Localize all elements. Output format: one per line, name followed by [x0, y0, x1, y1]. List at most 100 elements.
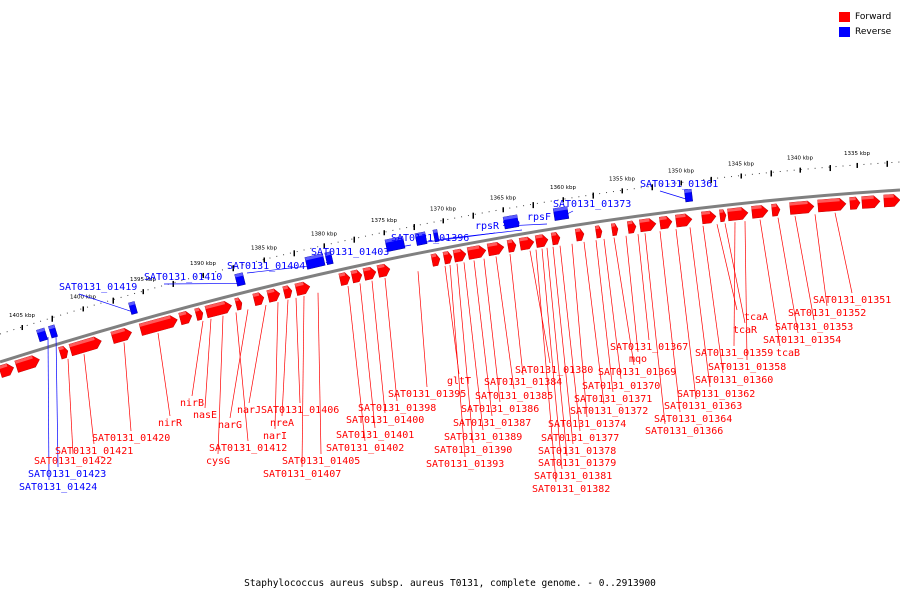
forward-gene-arrow [594, 225, 603, 239]
forward-gene-label: SAT0131_01420 [92, 433, 170, 444]
forward-gene-arrow [506, 239, 517, 253]
legend-reverse-label: Reverse [855, 26, 892, 37]
scale-minor-tick [886, 160, 888, 167]
scale-tick [621, 188, 623, 194]
forward-gene-arrow [252, 292, 265, 307]
scale-tick [502, 207, 504, 213]
scale-minor-tick [472, 212, 474, 219]
reverse-gene-label: SAT0131_01419 [59, 282, 137, 293]
forward-gene-label: SAT0131_01389 [444, 432, 522, 443]
reverse-gene-arrow [234, 272, 246, 287]
forward-gene-label: SAT0131_01352 [788, 308, 866, 319]
scale-tick-label: 1340 kbp [787, 156, 813, 162]
scale-tick-label: 1355 kbp [609, 176, 635, 182]
reverse-gene-arrow [432, 229, 440, 243]
forward-gene-label: SAT0131_01407 [263, 469, 341, 480]
forward-gene-label: SAT0131_01387 [453, 418, 531, 429]
scale-tick [263, 257, 265, 263]
forward-gene-label: SAT0131_01400 [346, 415, 424, 426]
forward-gene-label: SAT0131_01382 [532, 484, 610, 495]
forward-gene-arrow [626, 220, 637, 234]
forward-gene-label: SAT0131_01398 [358, 403, 436, 414]
forward-gene-arrow [350, 269, 363, 284]
forward-gene-arrow [204, 300, 232, 319]
scale-tick [562, 197, 564, 203]
forward-gene-label: SAT0131_01369 [598, 367, 676, 378]
forward-gene-arrow [68, 336, 102, 357]
forward-gene-label: tcaA [744, 312, 768, 323]
forward-gene-arrow [518, 236, 535, 251]
scale-minor-tick [353, 236, 355, 243]
scale-minor-tick [710, 176, 712, 183]
forward-gene-label: SAT0131_01378 [538, 446, 616, 457]
scale-minor-tick [112, 297, 114, 304]
scale-tick-label: 1375 kbp [371, 218, 397, 224]
forward-gene-label: SAT0131_01406 [261, 405, 339, 416]
forward-gene-label: SAT0131_01364 [654, 414, 732, 425]
reverse-swatch [839, 26, 850, 37]
forward-gene-arrow [727, 207, 749, 222]
scale-minor-tick [592, 192, 594, 199]
legend-reverse: Reverse [839, 24, 891, 39]
reverse-gene-label: rpsR [475, 221, 500, 232]
forward-gene-label: SAT0131_01360 [695, 375, 773, 386]
forward-gene-arrow [719, 209, 727, 223]
forward-gene-arrow [452, 248, 467, 263]
forward-gene-arrow [550, 232, 561, 246]
legend: Forward Reverse [839, 9, 891, 39]
reverse-gene-arrow [36, 327, 48, 343]
scale-tick-label: 1335 kbp [844, 151, 870, 157]
forward-gene-label: SAT0131_01371 [574, 394, 652, 405]
scale-minor-tick [293, 250, 295, 257]
scale-tick [856, 162, 858, 168]
scale-minor-tick [770, 170, 772, 177]
reverse-gene-label: SAT0131_01410 [144, 272, 222, 283]
reverse-gene-arrow [48, 324, 58, 339]
forward-gene-label: SAT0131_01422 [34, 456, 112, 467]
forward-gene-label: SAT0131_01358 [708, 362, 786, 373]
map-caption: Staphylococcus aureus subsp. aureus T013… [244, 578, 656, 589]
scale-tick [680, 180, 682, 186]
forward-gene-label: SAT0131_01353 [775, 322, 853, 333]
scale-minor-tick [51, 315, 53, 322]
reverse-gene-label: SAT0131_01361 [640, 179, 718, 190]
scale-tick-label: 1370 kbp [430, 206, 456, 212]
forward-gene-label: narG [218, 420, 242, 431]
scale-tick-label: 1345 kbp [728, 162, 754, 168]
forward-gene-label: SAT0131_01384 [484, 377, 562, 388]
forward-gene-arrow [751, 205, 769, 219]
forward-gene-arrow [442, 251, 453, 265]
forward-gene-label: SAT0131_01366 [645, 426, 723, 437]
scale-tick [740, 173, 742, 179]
forward-gene-arrow [883, 194, 900, 208]
forward-gene-arrow [574, 228, 585, 242]
scale-tick-label: 1360 kbp [550, 185, 576, 191]
reverse-gene-label: SAT0131_01403 [311, 247, 389, 258]
reverse-gene-arrow [384, 235, 406, 252]
forward-gene-arrow [58, 345, 69, 360]
forward-gene-label: SAT0131_01362 [677, 389, 755, 400]
gene-features [0, 188, 900, 378]
forward-gene-label: SAT0131_01359 [695, 348, 773, 359]
forward-gene-arrow [362, 266, 377, 281]
scale-tick [82, 306, 84, 312]
forward-swatch [839, 11, 850, 22]
scale-tick [142, 289, 144, 295]
forward-gene-arrow [266, 288, 281, 303]
forward-gene-arrow [178, 311, 193, 326]
reverse-gene-arrow [128, 301, 138, 315]
legend-forward-label: Forward [855, 11, 892, 22]
forward-gene-arrow [659, 216, 673, 230]
scale-tick [21, 325, 23, 331]
forward-gene-label: SAT0131_01402 [326, 443, 404, 454]
forward-gene-label: SAT0131_01380 [515, 365, 593, 376]
forward-gene-label: SAT0131_01401 [336, 430, 414, 441]
reverse-gene-arrow [552, 206, 570, 221]
forward-gene-arrow [234, 297, 243, 311]
forward-gene-label: nasE [193, 410, 217, 421]
scale-tick-label: 1395 kbp [130, 277, 156, 283]
reverse-gene-label: rpsF [527, 212, 551, 223]
reverse-gene-label: SAT0131_01396 [391, 233, 469, 244]
forward-gene-arrow [338, 272, 351, 286]
